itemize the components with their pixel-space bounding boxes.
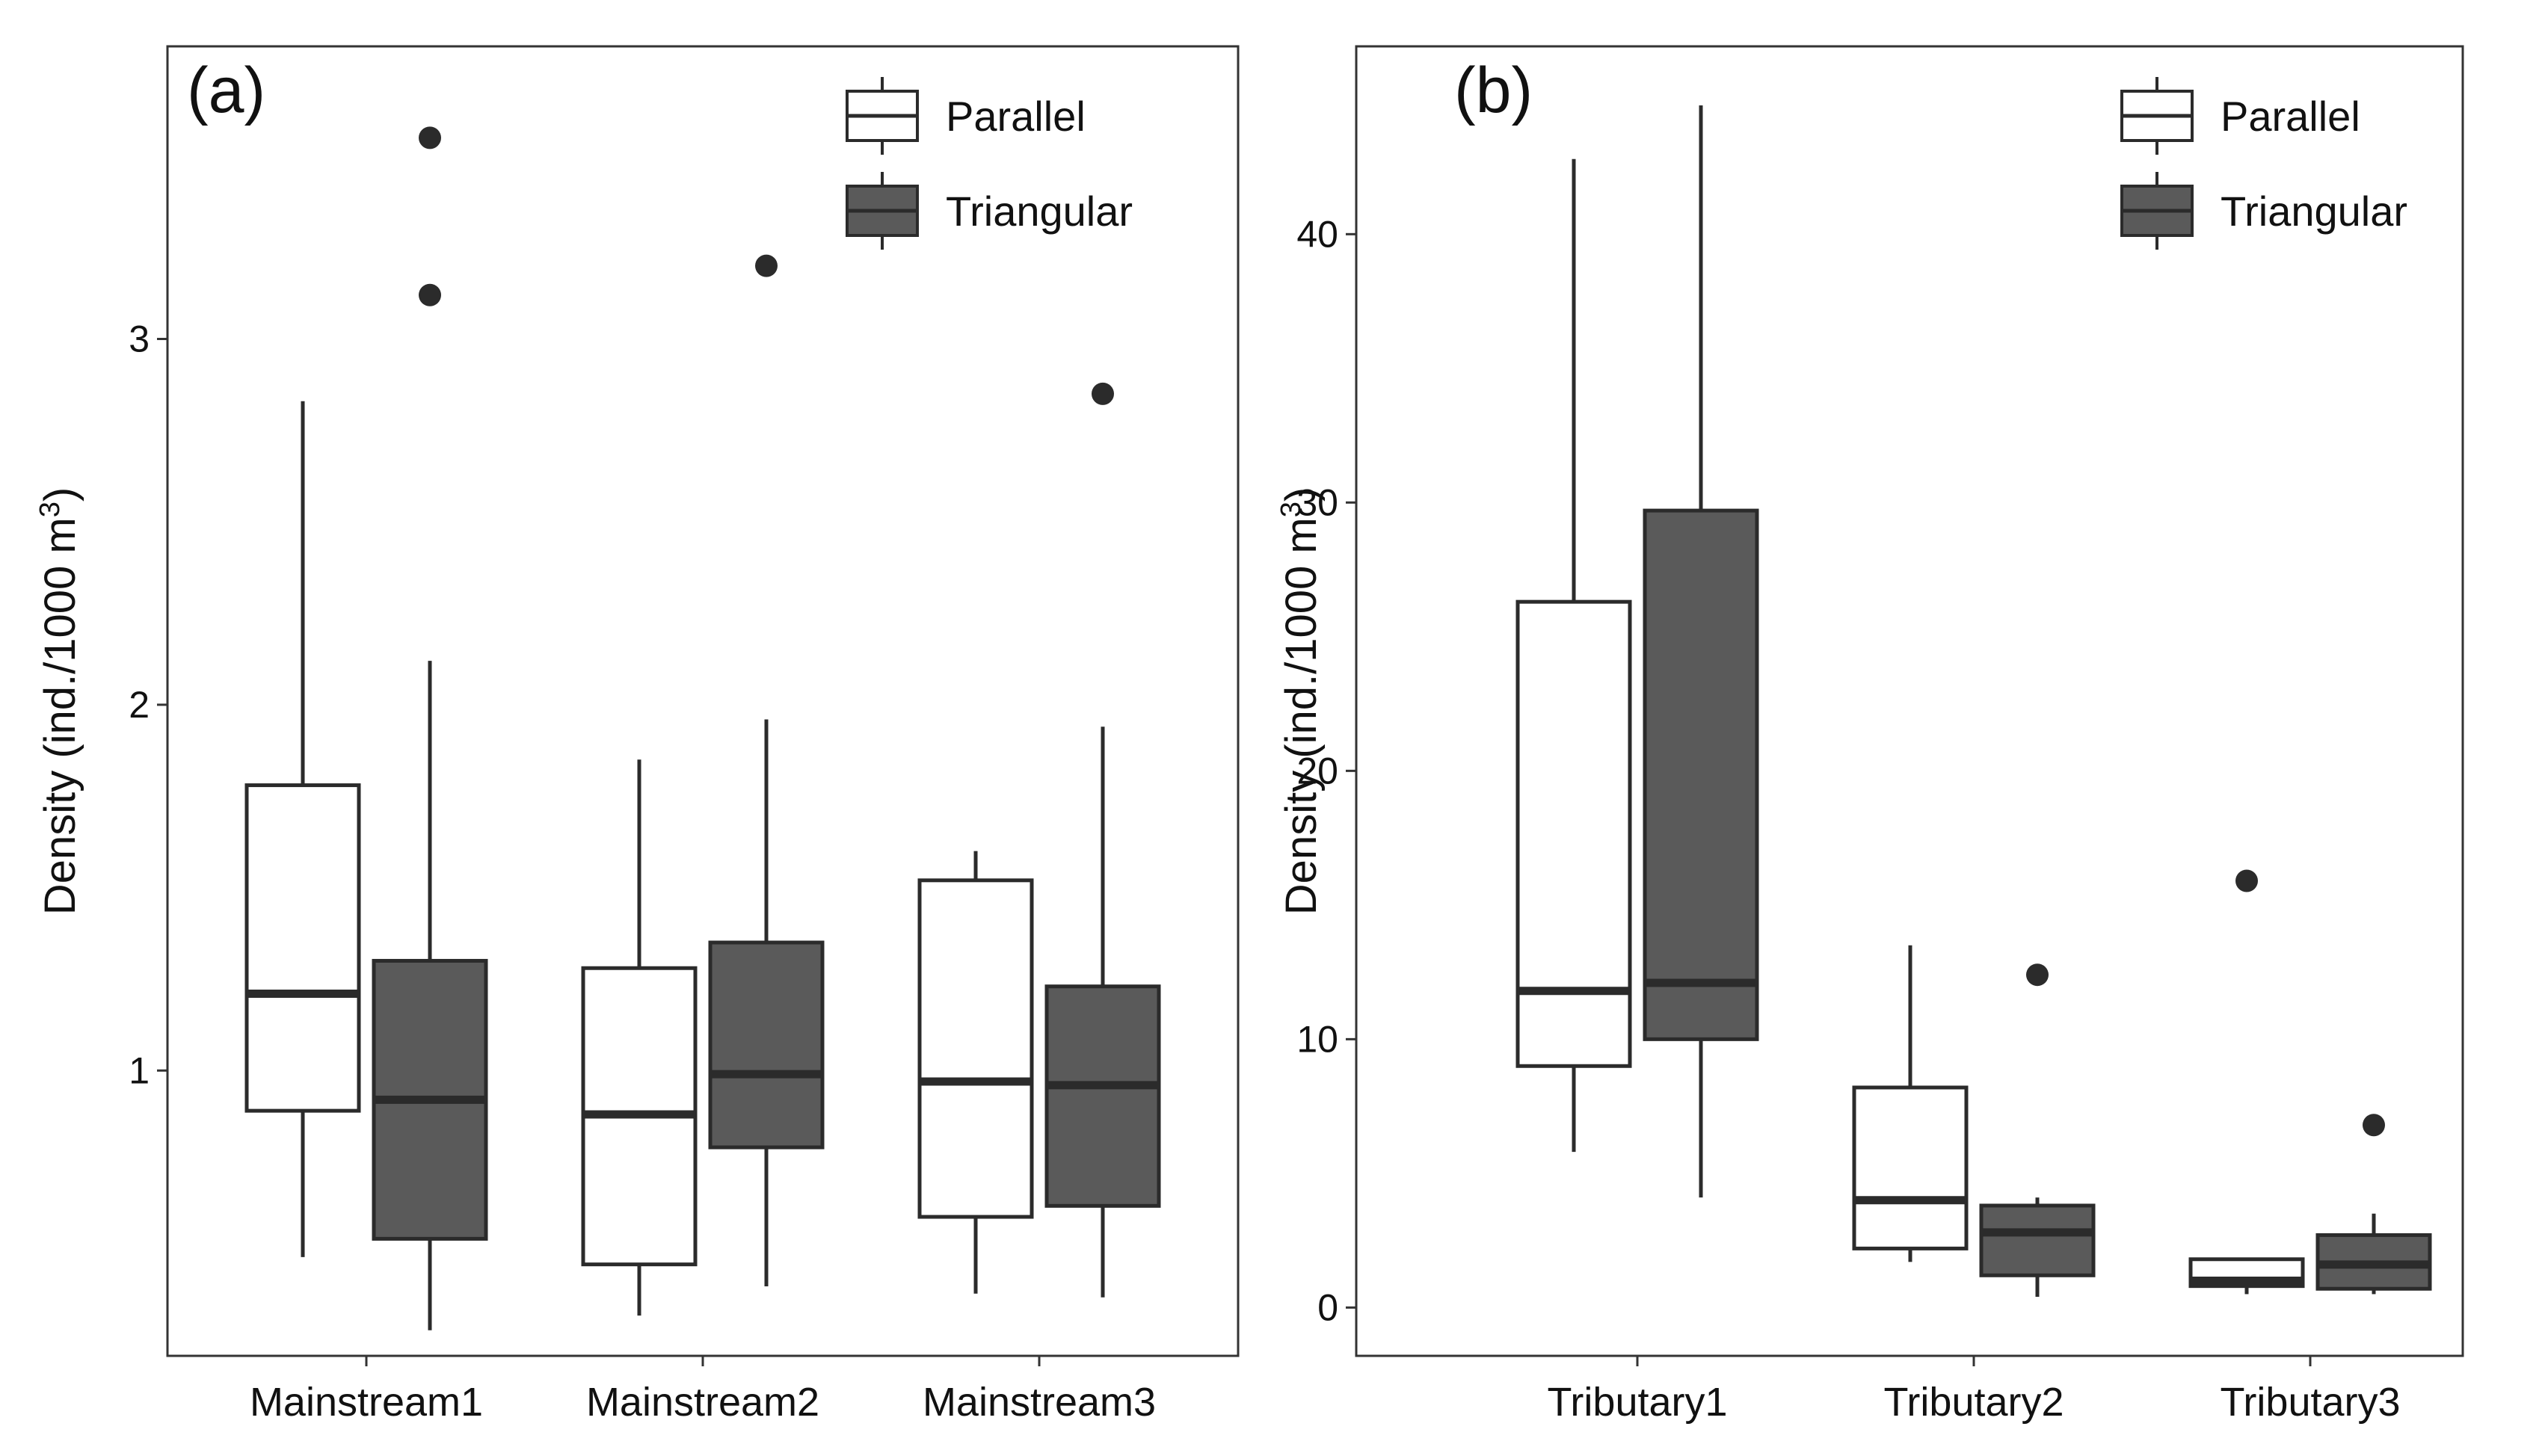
legend: Parallel Triangular: [2120, 77, 2407, 250]
panel-label: (b): [1454, 55, 1533, 126]
iqr-box: [917, 878, 1034, 1219]
plot-frame: [1355, 45, 2464, 1357]
y-tick-label: 10: [1296, 1018, 1338, 1060]
y-axis-title: Density (ind./1000 m3): [1275, 487, 1326, 915]
legend-key-triangular: [2120, 172, 2194, 250]
iqr-box: [1515, 599, 1632, 1068]
iqr-box: [1044, 984, 1161, 1208]
iqr-box: [1852, 1085, 1969, 1250]
box-triangular-tributary3: [2315, 1114, 2432, 1295]
box-triangular-mainstream3: [1044, 382, 1161, 1298]
x-tick-label: Tributary2: [1883, 1380, 2064, 1425]
box-triangular-tributary2: [1979, 963, 2096, 1298]
panel-label: (a): [187, 55, 265, 126]
iqr-box: [708, 940, 825, 1150]
box-parallel-tributary2: [1852, 945, 1969, 1262]
outlier-point: [419, 126, 441, 149]
legend-label: Parallel: [946, 93, 1086, 140]
y-axis-title-close: ): [36, 487, 84, 502]
panel-b: 0 10 20 30 40 Tributary1 Tributary2 Tributary3 D…: [1275, 45, 2464, 1425]
box-parallel-mainstream1: [244, 401, 361, 1257]
outlier-point: [1092, 382, 1114, 405]
x-tick-label: Mainstream2: [586, 1380, 819, 1425]
y-axis-title-close: ): [1277, 487, 1326, 502]
iqr-box: [1979, 1203, 2096, 1277]
outlier-point: [2363, 1114, 2385, 1137]
box-triangular-mainstream2: [708, 254, 825, 1287]
box-triangular-mainstream1: [372, 126, 488, 1330]
y-axis-title-text: Density (ind./1000 m: [36, 517, 84, 915]
y-tick-label: 40: [1296, 213, 1338, 255]
y-axis-title-text: Density (ind./1000 m: [1277, 517, 1326, 915]
legend-label: Parallel: [2221, 93, 2360, 140]
iqr-box: [244, 783, 361, 1113]
box-parallel-tributary3: [2188, 869, 2305, 1295]
legend-key-triangular: [846, 172, 919, 250]
box-parallel-mainstream3: [917, 851, 1034, 1294]
outlier-point: [755, 254, 778, 277]
y-axis-title-superscript: 3: [34, 502, 66, 517]
y-tick-label: 30: [1296, 481, 1338, 523]
box-parallel-tributary1: [1515, 158, 1632, 1153]
iqr-box: [1643, 508, 1759, 1041]
y-tick-label: 20: [1296, 750, 1338, 792]
x-tick-label: Mainstream3: [923, 1380, 1156, 1425]
x-tick-label: Mainstream1: [250, 1380, 483, 1425]
x-tick-label: Tributary1: [1547, 1380, 1727, 1425]
legend-key-parallel: [2120, 77, 2194, 155]
legend-label: Triangular: [2221, 188, 2407, 235]
y-tick-label: 3: [129, 318, 150, 360]
y-axis-title-superscript: 3: [1275, 502, 1307, 517]
x-tick-label: Tributary3: [2220, 1380, 2400, 1425]
panel-a: 1 2 3 Mainstream1 Mainstream2 Mainstream3 Dens…: [34, 45, 1240, 1425]
outlier-point: [2235, 869, 2258, 892]
legend-label: Triangular: [946, 188, 1133, 235]
y-axis-title: Density (ind./1000 m3): [34, 487, 84, 915]
y-tick-label: 0: [1317, 1286, 1338, 1328]
legend: Parallel Triangular: [846, 77, 1133, 250]
y-tick-label: 1: [129, 1049, 150, 1091]
outlier-point: [419, 283, 441, 306]
outlier-point: [2026, 963, 2049, 987]
box-parallel-mainstream2: [581, 759, 698, 1316]
y-tick-label: 2: [129, 684, 150, 726]
box-triangular-tributary1: [1643, 105, 1759, 1198]
legend-key-parallel: [846, 77, 919, 155]
